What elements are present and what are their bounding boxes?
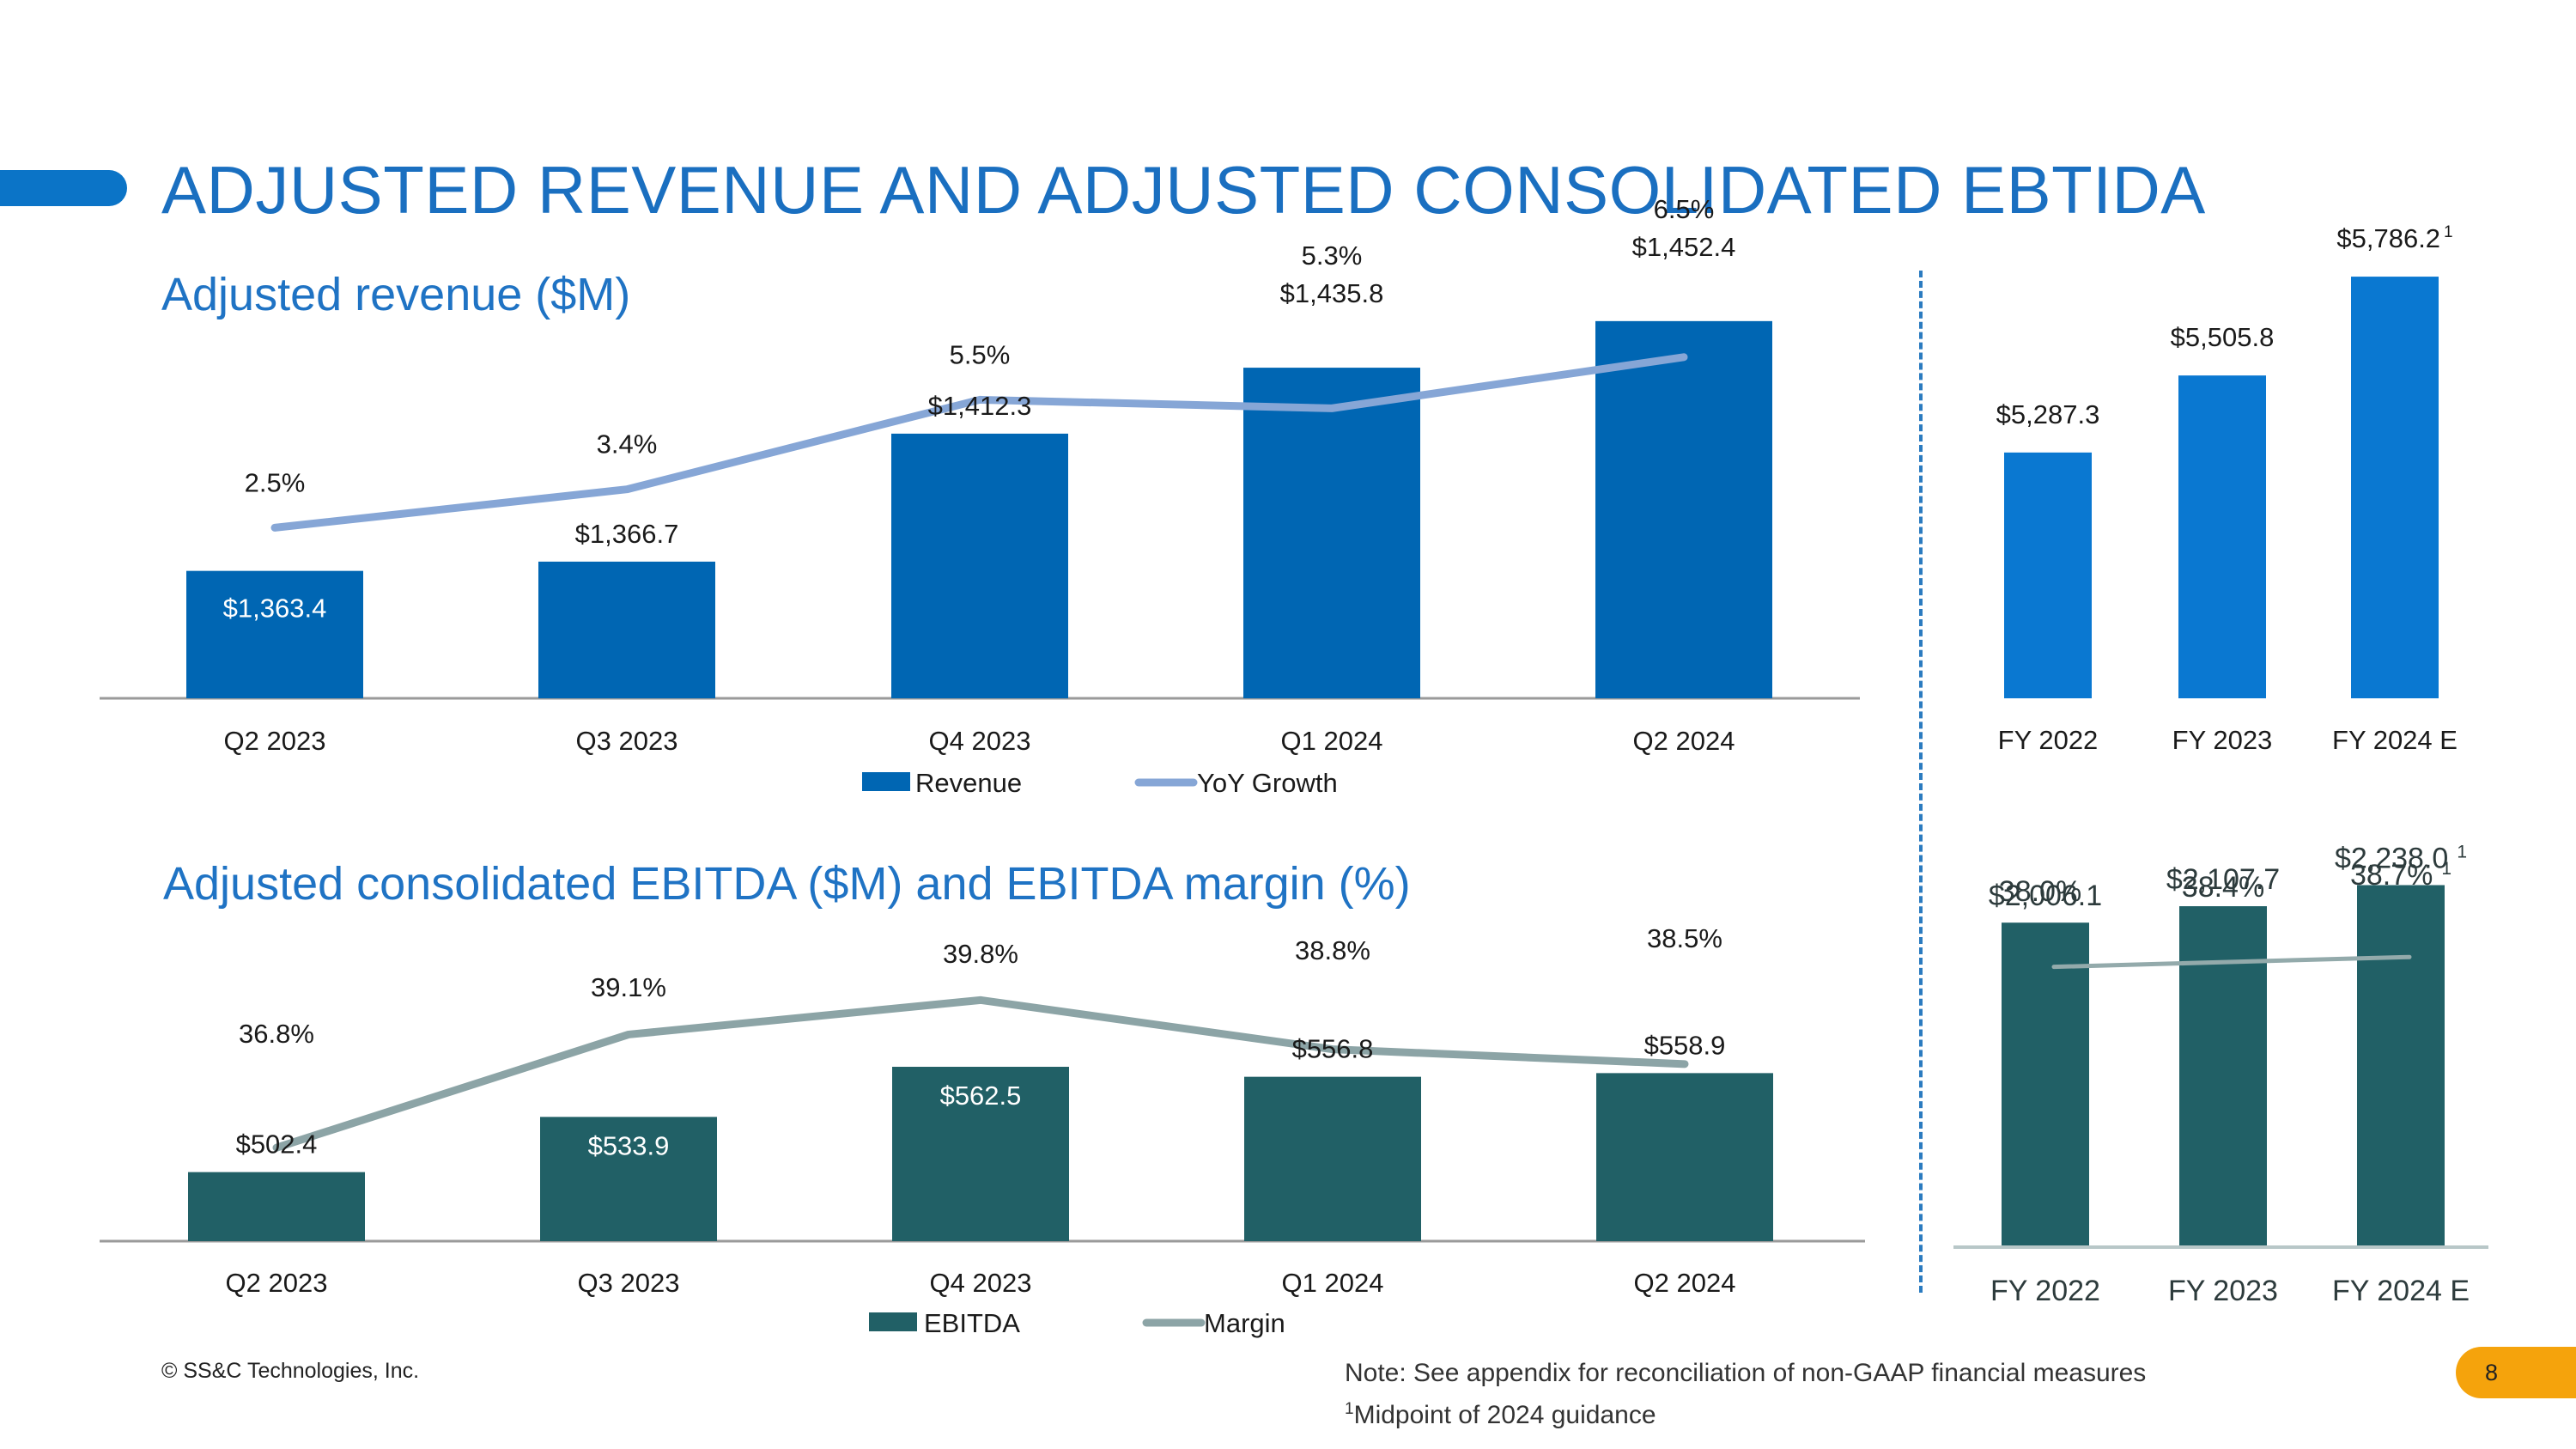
- yoy-growth-label: 5.3%: [1302, 240, 1363, 271]
- annual-revenue-label: $5,287.3: [1996, 399, 2100, 429]
- ebitda-category-label: Q4 2023: [930, 1268, 1032, 1298]
- footnote-text: Midpoint of 2024 guidance: [1353, 1401, 1656, 1429]
- revenue-category-label: Q2 2024: [1633, 726, 1735, 756]
- annual-revenue-category-label: FY 2023: [2172, 725, 2273, 755]
- margin-label: 38.8%: [1295, 935, 1370, 965]
- annual-margin-label: 38.4%: [2182, 871, 2264, 904]
- legend-revenue-swatch: [862, 772, 910, 791]
- ebitda-value-label: $533.9: [588, 1130, 670, 1160]
- revenue-category-label: Q2 2023: [224, 726, 326, 756]
- ebitda-value-label: $556.8: [1292, 1034, 1374, 1064]
- annual-revenue-label: $5,786.2 1: [2336, 223, 2452, 253]
- margin-label: 39.8%: [943, 939, 1018, 969]
- annual-ebitda-bar: [2179, 906, 2267, 1247]
- ebitda-bar: [188, 1172, 365, 1241]
- ebitda-bar: [892, 1067, 1069, 1241]
- legend-margin-label: Margin: [1204, 1308, 1285, 1338]
- legend-revenue-label: Revenue: [915, 768, 1022, 798]
- ebitda-bar: [1244, 1076, 1421, 1241]
- revenue-value-label: $1,366.7: [575, 519, 679, 549]
- yoy-growth-label: 2.5%: [245, 467, 306, 497]
- revenue-bar: [538, 561, 715, 698]
- annual-ebitda-category-label: FY 2024 E: [2332, 1275, 2470, 1307]
- annual-ebitda-category-label: FY 2022: [1990, 1275, 2100, 1307]
- revenue-value-label: $1,435.8: [1280, 278, 1384, 308]
- revenue-value-label: $1,363.4: [223, 594, 327, 624]
- ebitda-bar: [540, 1117, 717, 1241]
- footer-note: Note: See appendix for reconciliation of…: [1345, 1355, 2146, 1434]
- ebitda-category-label: Q2 2024: [1634, 1268, 1736, 1298]
- legend-yoy-label: YoY Growth: [1197, 768, 1338, 798]
- title-accent-bar: [0, 170, 127, 206]
- ebitda-category-label: Q1 2024: [1282, 1268, 1384, 1298]
- annual-ebitda-bar: [2002, 922, 2089, 1247]
- revenue-value-label: $1,412.3: [928, 391, 1032, 421]
- yoy-growth-label: 6.5%: [1654, 194, 1715, 224]
- ebitda-value-label: $558.9: [1644, 1030, 1726, 1060]
- annual-revenue-category-label: FY 2024 E: [2332, 725, 2458, 755]
- footnote-marker: 1: [1345, 1400, 1354, 1418]
- margin-label: 36.8%: [239, 1019, 314, 1049]
- revenue-bar: [186, 570, 363, 698]
- revenue-bar: [1595, 320, 1772, 698]
- annual-ebitda-bar: [2357, 885, 2445, 1247]
- yoy-growth-label: 3.4%: [597, 429, 658, 460]
- ebitda-subtitle: Adjusted consolidated EBITDA ($M) and EB…: [163, 858, 1411, 910]
- annual-revenue-label: $5,505.8: [2171, 322, 2275, 352]
- revenue-subtitle: Adjusted revenue ($M): [161, 269, 631, 320]
- revenue-category-label: Q3 2023: [576, 726, 678, 756]
- annual-revenue-category-label: FY 2022: [1998, 725, 2099, 755]
- annual-ebitda-label: $2,006.1: [1989, 880, 2102, 912]
- annual-revenue-bar: [2004, 452, 2092, 698]
- ebitda-category-label: Q2 2023: [226, 1268, 328, 1298]
- copyright: © SS&C Technologies, Inc.: [161, 1359, 420, 1383]
- section-divider: [1919, 271, 1923, 1293]
- revenue-bar: [1243, 368, 1420, 698]
- annual-revenue-bar: [2351, 277, 2439, 698]
- ebitda-value-label: $562.5: [940, 1081, 1022, 1111]
- guidance-footnote: 1Midpoint of 2024 guidance: [1345, 1391, 2146, 1434]
- yoy-growth-label: 5.5%: [950, 339, 1011, 369]
- ebitda-bar: [1596, 1073, 1773, 1241]
- ebitda-value-label: $502.4: [236, 1129, 318, 1160]
- revenue-value-label: $1,452.4: [1632, 232, 1736, 262]
- annual-margin-line: [2051, 954, 2412, 970]
- ebitda-category-label: Q3 2023: [578, 1268, 680, 1298]
- revenue-bar: [891, 433, 1068, 698]
- legend-ebitda-label: EBITDA: [924, 1308, 1020, 1338]
- annual-ebitda-label: $2,238.0 1: [2335, 843, 2467, 875]
- yoy-growth-line: [270, 353, 1688, 532]
- page-number: 8: [2456, 1347, 2576, 1398]
- margin-line: [272, 995, 1689, 1152]
- legend-ebitda-swatch: [869, 1312, 917, 1331]
- margin-label: 39.1%: [591, 972, 666, 1002]
- annual-margin-label: 38.0%: [1999, 875, 2081, 908]
- page-title: ADJUSTED REVENUE AND ADJUSTED CONSOLIDAT…: [161, 152, 2206, 228]
- revenue-category-label: Q4 2023: [929, 726, 1031, 756]
- non-gaap-note: Note: See appendix for reconciliation of…: [1345, 1359, 2147, 1387]
- margin-label: 38.5%: [1647, 923, 1722, 953]
- annual-revenue-bar: [2178, 375, 2266, 698]
- revenue-category-label: Q1 2024: [1281, 726, 1383, 756]
- annual-ebitda-label: $2,107.7: [2166, 863, 2280, 896]
- annual-ebitda-category-label: FY 2023: [2168, 1275, 2278, 1307]
